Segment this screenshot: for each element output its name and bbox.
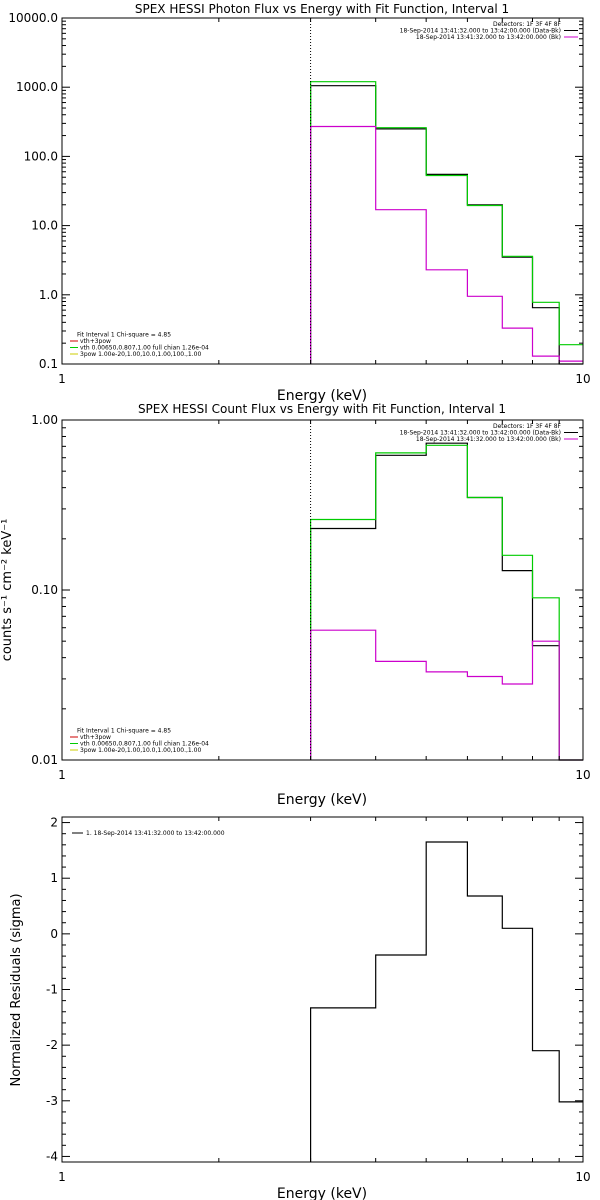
photon-flux-legend-bottom-entry: 3pow 1.00e-20,1.00,10.0,1.00,100.,1.00 [80,351,201,358]
photon-flux-legend-top-entry: Detectors: 1F 3F 4F 8F [493,21,562,28]
residuals-x-tick-label: 10 [575,1170,590,1184]
residuals-y-tick-label: 0 [50,927,58,941]
photon-flux-legend-bottom-entry: vth+3pow [80,338,111,345]
residuals-series-line-0 [310,841,583,1162]
photon-flux-x-tick-label: 1 [58,372,66,386]
photon-flux-title: SPEX HESSI Photon Flux vs Energy with Fi… [135,2,509,16]
photon-flux-series-line-2 [310,125,583,364]
residuals-legend-top-entry: 1. 18-Sep-2014 13:41:32.000 to 13:42:00.… [86,830,225,837]
count-flux-y-tick-label: 0.01 [31,753,58,767]
count-flux-legend-bottom-entry: 3pow 1.00e-20,1.00,10.0,1.00,100.,1.00 [80,747,201,754]
residuals-y-tick-label: 1 [50,871,58,885]
count-flux-legend-top-entry: 18-Sep-2014 13:41:32.000 to 13:42:00.000… [416,436,561,443]
count-flux-legend-top-entry: Detectors: 1F 3F 4F 8F [493,423,562,430]
residuals-x-tick-label: 1 [58,1170,66,1184]
photon-flux-legend-bottom: Fit Interval 1 Chi-square = 4.85vth+3pow… [70,332,209,358]
residuals-panel: 1 10 -4 -3 -2 -1 0 1 2 Energy (keV) Normalized R… [9,816,591,1200]
residuals-y-tick-label: -4 [46,1149,58,1163]
count-flux-plot-frame [61,419,584,761]
photon-flux-series [310,18,583,365]
photon-flux-x-axis-label: Energy (keV) [277,388,367,404]
photon-flux-x-tick-label: 10 [575,372,590,386]
count-flux-series-line-2 [310,629,583,761]
residuals-y-tick-label: -2 [46,1038,58,1052]
count-flux-panel: SPEX HESSI Count Flux vs Energy with Fit… [0,402,591,808]
photon-flux-series-line-0 [310,85,583,365]
photon-flux-legend-bottom-entry: Fit Interval 1 Chi-square = 4.85 [77,332,171,339]
count-flux-y-axis-label: counts s⁻¹ cm⁻² keV⁻¹ [0,519,15,662]
photon-flux-panel: SPEX HESSI Photon Flux vs Energy with Fi… [8,2,590,404]
count-flux-x-tick-label: 10 [575,768,590,782]
photon-flux-series-line-1 [310,81,583,364]
count-flux-series [310,420,583,761]
residuals-plot-frame [61,816,584,1163]
residuals-y-tick-label: -3 [46,1094,58,1108]
count-flux-legend-bottom-entry: Fit Interval 1 Chi-square = 4.85 [77,728,171,735]
residuals-y-tick-label: 2 [50,816,58,830]
residuals-series [310,841,583,1162]
count-flux-x-tick-label: 1 [58,768,66,782]
count-flux-legend-top-entry: 18-Sep-2014 13:41:32.000 to 13:42:00.000… [400,430,561,437]
photon-flux-legend-bottom-entry: vth 0.00650,0.807,1.00 full chian 1.26e-… [80,345,209,352]
count-flux-series-line-1 [310,444,583,761]
photon-flux-y-tick-label: 10.0 [31,219,58,233]
photon-flux-y-tick-label: 10000.0 [8,11,58,25]
count-flux-title: SPEX HESSI Count Flux vs Energy with Fit… [138,402,506,416]
residuals-y-tick-label: -1 [46,983,58,997]
photon-flux-plot-frame [61,17,584,365]
photon-flux-legend-top-entry: 18-Sep-2014 13:41:32.000 to 13:42:00.000… [400,28,561,35]
photon-flux-legend-top-entry: 18-Sep-2014 13:41:32.000 to 13:42:00.000… [416,34,561,41]
count-flux-legend-bottom: Fit Interval 1 Chi-square = 4.85vth+3pow… [70,728,209,754]
count-flux-legend-bottom-entry: vth 0.00650,0.807,1.00 full chian 1.26e-… [80,741,209,748]
count-flux-x-axis-label: Energy (keV) [277,792,367,808]
photon-flux-y-tick-label: 1000.0 [16,80,58,94]
photon-flux-y-tick-label: 1.0 [39,288,58,302]
count-flux-y-tick-label: 1.00 [31,413,58,427]
photon-flux-y-tick-label: 100.0 [24,149,58,163]
residuals-legend-top: 1. 18-Sep-2014 13:41:32.000 to 13:42:00.… [72,830,225,837]
photon-flux-y-tick-label: 0.1 [39,357,58,371]
count-flux-series-line-0 [310,442,583,761]
count-flux-y-tick-label: 0.10 [31,583,58,597]
residuals-y-axis-label: Normalized Residuals (sigma) [9,893,24,1086]
count-flux-legend-bottom-entry: vth+3pow [80,734,111,741]
residuals-x-axis-label: Energy (keV) [277,1186,367,1200]
